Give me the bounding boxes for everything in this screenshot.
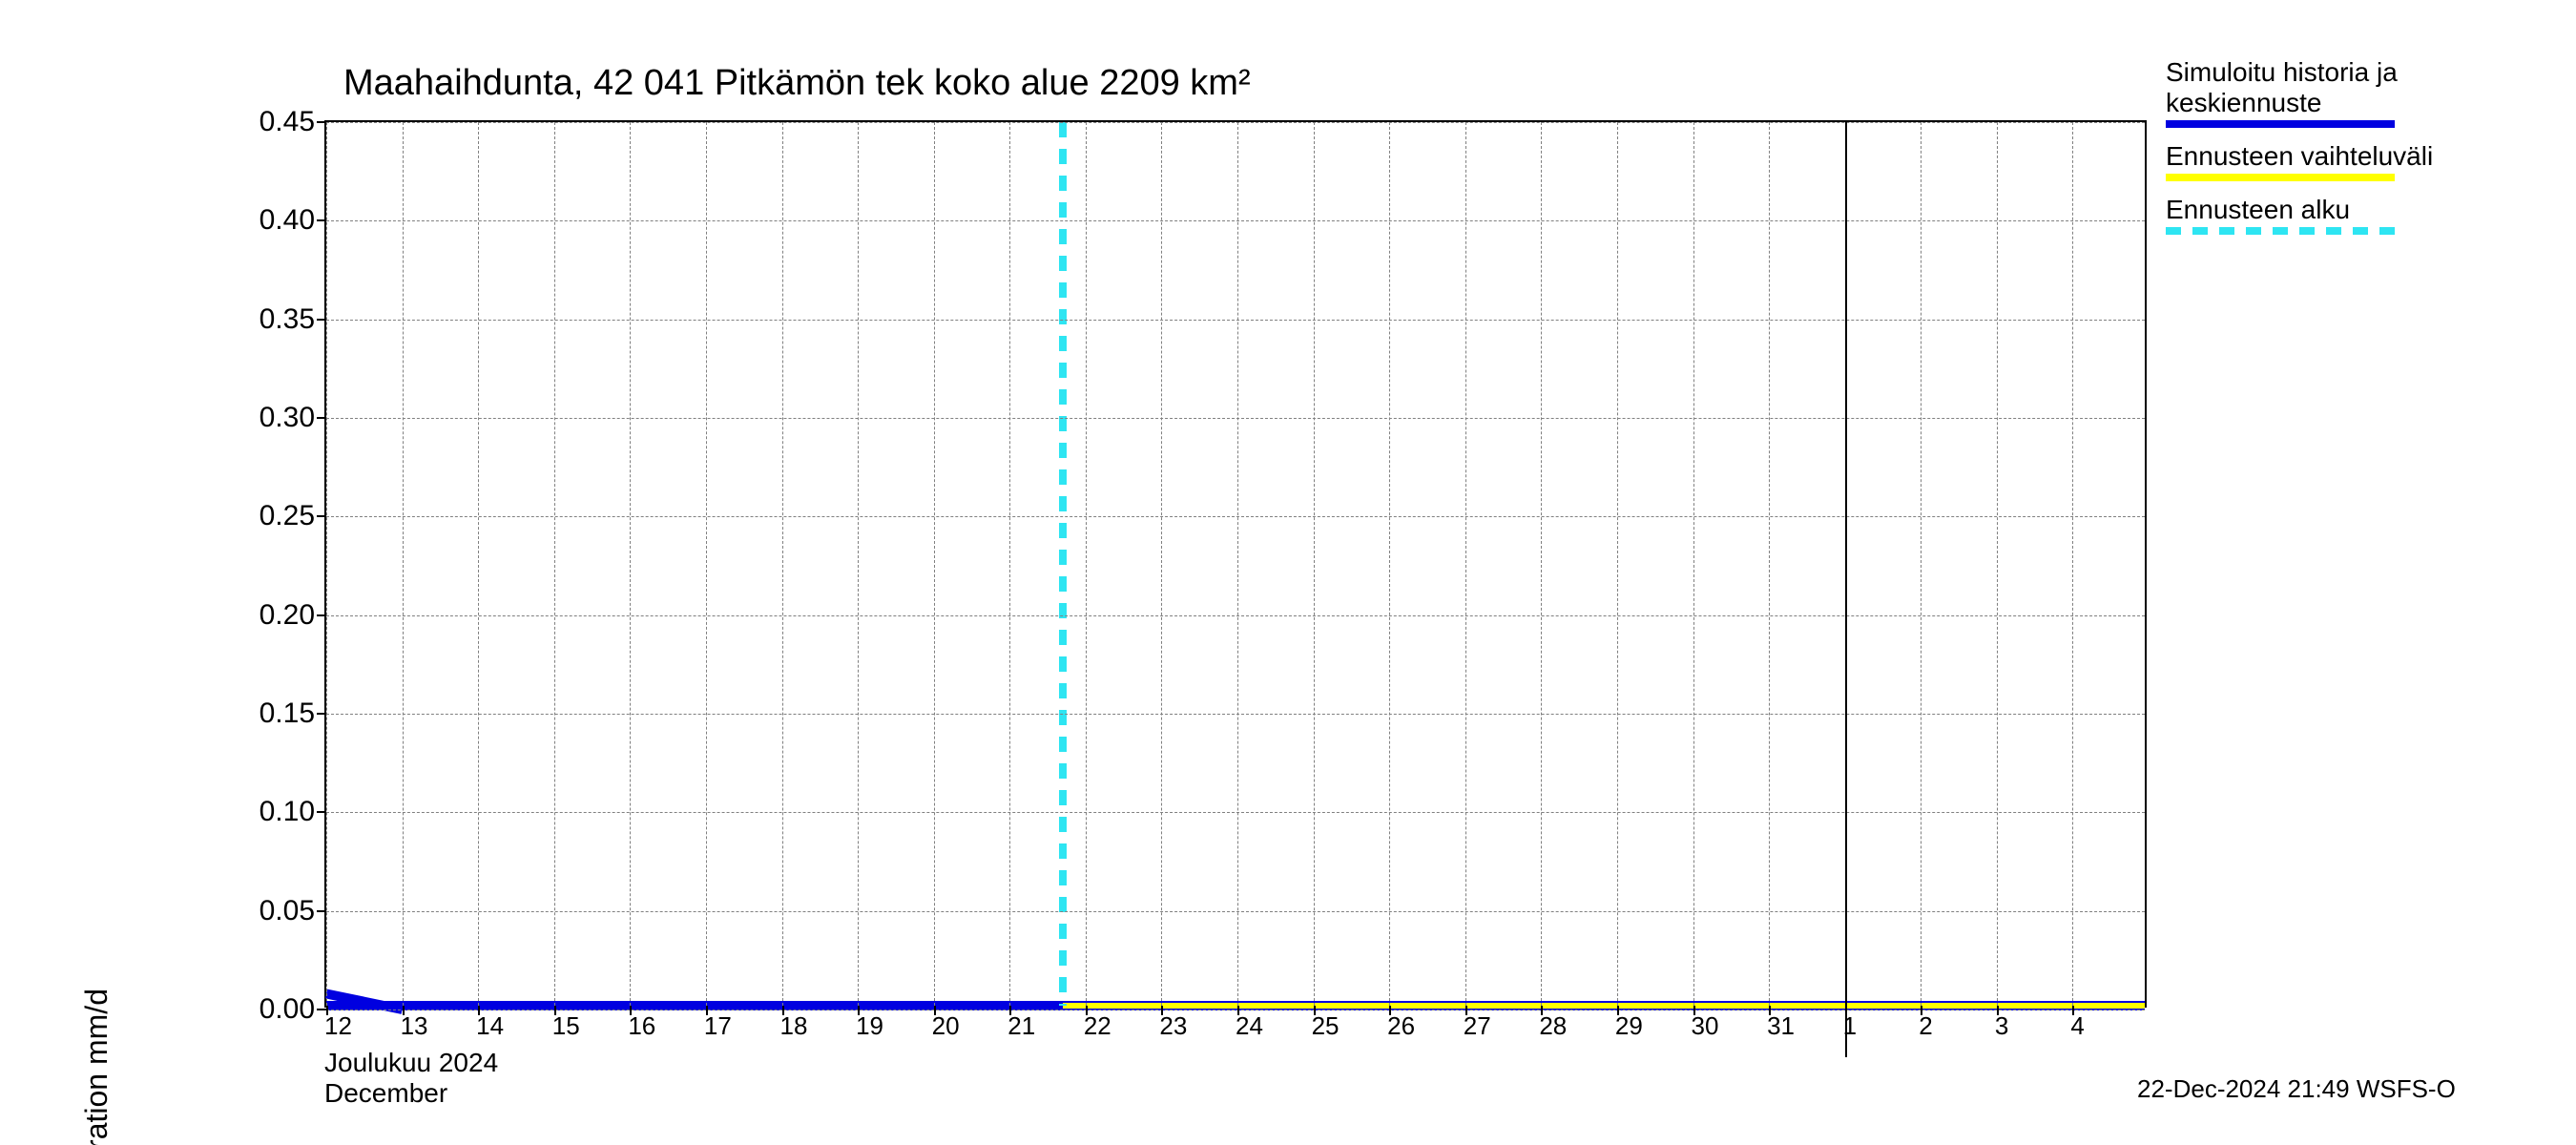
xtick-label: 28 xyxy=(1539,1006,1567,1041)
x-axis-month-label: Joulukuu 2024 December xyxy=(324,1048,498,1109)
xtick-label: 14 xyxy=(476,1006,504,1041)
legend-swatch xyxy=(2166,120,2395,128)
month-label-fi: Joulukuu 2024 xyxy=(324,1048,498,1078)
legend-entry: Ennusteen alku xyxy=(2166,195,2433,235)
month-label-en: December xyxy=(324,1078,498,1109)
xtick-label: 15 xyxy=(552,1006,580,1041)
gridline-v xyxy=(1921,122,1922,1006)
gridline-v xyxy=(1693,122,1694,1006)
ytick-label: 0.15 xyxy=(260,697,326,730)
xtick-label: 27 xyxy=(1464,1006,1491,1041)
gridline-v xyxy=(1997,122,1998,1006)
legend: Simuloitu historia jakeskiennuste Ennuste… xyxy=(2166,57,2433,248)
xtick-label: 31 xyxy=(1767,1006,1795,1041)
series-history-start-slope xyxy=(326,122,418,1015)
gridline-v xyxy=(1086,122,1087,1006)
xtick-label: 20 xyxy=(932,1006,960,1041)
footer-timestamp: 22-Dec-2024 21:49 WSFS-O xyxy=(2137,1074,2456,1104)
gridline-v xyxy=(2072,122,2073,1006)
xtick-label: 23 xyxy=(1159,1006,1187,1041)
ytick-label: 0.30 xyxy=(260,402,326,434)
ytick-label: 0.25 xyxy=(260,500,326,532)
xtick-label: 24 xyxy=(1236,1006,1263,1041)
xtick-label: 25 xyxy=(1312,1006,1340,1041)
gridline-v xyxy=(326,122,327,1006)
gridline-h xyxy=(326,418,2145,419)
xtick-label: 2 xyxy=(1919,1006,1932,1041)
legend-label: Ennusteen vaihteluväli xyxy=(2166,141,2433,172)
month-separator xyxy=(1845,122,1847,1057)
legend-entry: Ennusteen vaihteluväli xyxy=(2166,141,2433,181)
ytick-label: 0.45 xyxy=(260,106,326,138)
xtick-label: 26 xyxy=(1387,1006,1415,1041)
series-range-line xyxy=(1063,1003,2145,1009)
legend-swatch xyxy=(2166,227,2395,235)
gridline-h xyxy=(326,220,2145,221)
forecast-start-line xyxy=(1059,122,1067,1006)
gridline-h xyxy=(326,812,2145,813)
gridline-h xyxy=(326,516,2145,517)
legend-label: Ennusteen alku xyxy=(2166,195,2433,225)
gridline-v xyxy=(478,122,479,1006)
xtick-label: 29 xyxy=(1615,1006,1643,1041)
gridline-v xyxy=(706,122,707,1006)
xtick-label: 30 xyxy=(1692,1006,1719,1041)
xtick-label: 18 xyxy=(780,1006,808,1041)
xtick-label: 22 xyxy=(1084,1006,1111,1041)
plot-area: 0.000.050.100.150.200.250.300.350.400.45… xyxy=(324,120,2147,1008)
ytick-label: 0.10 xyxy=(260,796,326,828)
xtick-label: 13 xyxy=(401,1006,428,1041)
legend-label: keskiennuste xyxy=(2166,88,2433,118)
gridline-v xyxy=(1009,122,1010,1006)
legend-label: Simuloitu historia ja xyxy=(2166,57,2433,88)
ytick-label: 0.00 xyxy=(260,993,326,1026)
gridline-v xyxy=(630,122,631,1006)
gridline-v xyxy=(1617,122,1618,1006)
xtick-label: 4 xyxy=(2070,1006,2084,1041)
chart-title: Maahaihdunta, 42 041 Pitkämön tek koko a… xyxy=(343,63,1251,104)
ytick-label: 0.35 xyxy=(260,303,326,336)
gridline-h xyxy=(326,911,2145,912)
gridline-h xyxy=(326,714,2145,715)
gridline-v xyxy=(1541,122,1542,1006)
gridline-v xyxy=(1465,122,1466,1006)
gridline-v xyxy=(858,122,859,1006)
gridline-v xyxy=(1237,122,1238,1006)
xtick-label: 16 xyxy=(628,1006,655,1041)
gridline-v xyxy=(403,122,404,1006)
xtick-label: 17 xyxy=(704,1006,732,1041)
gridline-h xyxy=(326,122,2145,123)
ytick-label: 0.40 xyxy=(260,204,326,237)
ytick-label: 0.20 xyxy=(260,599,326,632)
xtick-label: 19 xyxy=(856,1006,883,1041)
y-axis-label: Maahaihdunta / Evaporation mm/d xyxy=(79,989,114,1145)
gridline-v xyxy=(1161,122,1162,1006)
legend-entry: Simuloitu historia jakeskiennuste xyxy=(2166,57,2433,128)
gridline-h xyxy=(326,615,2145,616)
legend-swatch xyxy=(2166,174,2395,181)
gridline-v xyxy=(782,122,783,1006)
gridline-v xyxy=(1389,122,1390,1006)
ytick-label: 0.05 xyxy=(260,895,326,927)
gridline-h xyxy=(326,320,2145,321)
gridline-v xyxy=(934,122,935,1006)
xtick-label: 12 xyxy=(324,1006,352,1041)
gridline-v xyxy=(554,122,555,1006)
xtick-label: 3 xyxy=(1995,1006,2008,1041)
xtick-label: 21 xyxy=(1008,1006,1035,1041)
gridline-v xyxy=(1314,122,1315,1006)
gridline-v xyxy=(1769,122,1770,1006)
